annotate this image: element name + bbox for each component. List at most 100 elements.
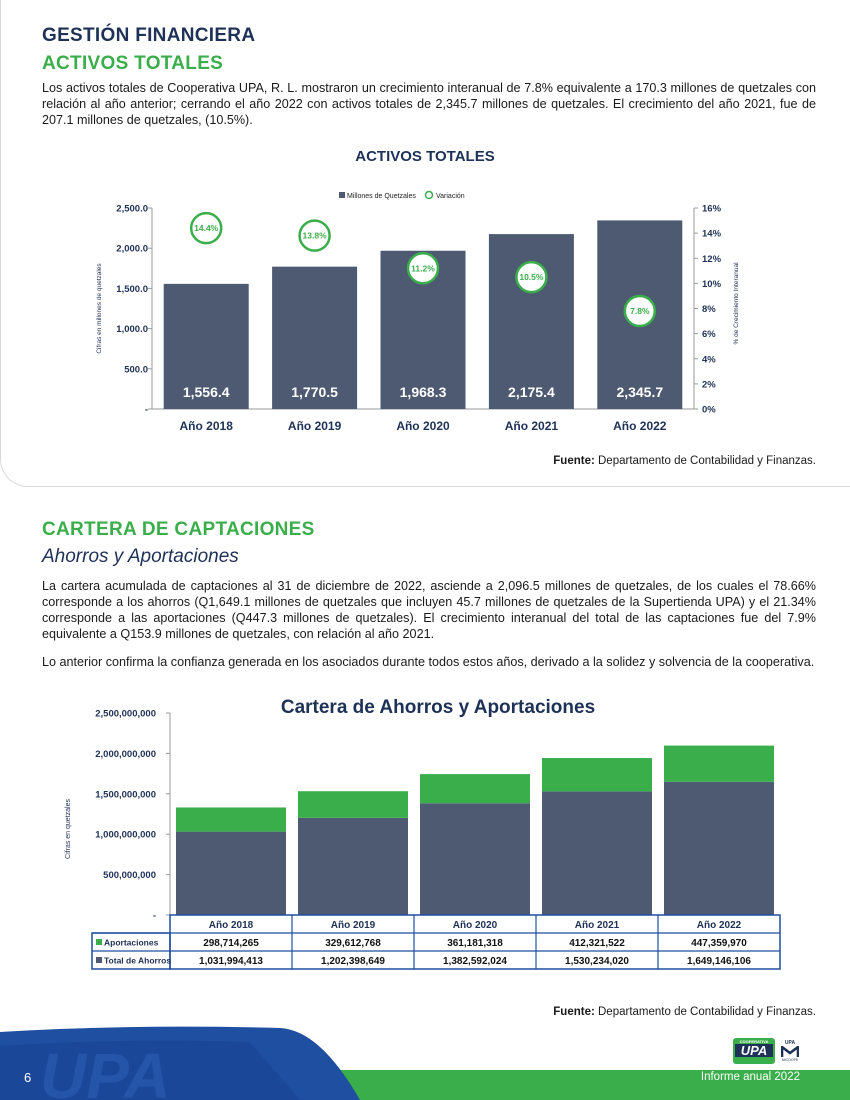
chart1-category-label: Año 2018	[180, 419, 234, 433]
chart1-y2tick-label: 10%	[702, 279, 722, 290]
chart1-ytick-label: -	[145, 405, 148, 416]
chart1-bar	[163, 283, 249, 409]
chart2-category-label: Año 2019	[331, 920, 376, 931]
chart1-category-label: Año 2019	[288, 419, 342, 433]
chart1-variation-marker	[515, 260, 548, 294]
upa-logo: COOPERATIVA UPA	[733, 1038, 775, 1064]
chart1-legend-label-variation: Variación	[436, 193, 465, 200]
chart2-row-label-aportaciones: Aportaciones	[104, 938, 159, 948]
logo-m-text: UPA	[784, 1040, 796, 1046]
chart1-ytick-label: 2,500.0	[116, 204, 148, 215]
chart1-variation-label: 14.4%	[194, 223, 219, 233]
chart1-legend-swatch-variation	[424, 190, 434, 200]
chart1-variation-marker	[298, 219, 331, 252]
chart2-cell-ahorros: 1,031,994,413	[199, 956, 263, 967]
chart2-cell-aportaciones: 361,181,318	[447, 938, 503, 949]
chart2-ytick-label: -	[153, 911, 156, 922]
m-icon	[781, 1046, 799, 1057]
chart2-cell-ahorros: 1,649,146,106	[687, 956, 751, 967]
chart2-bar-aportaciones	[664, 745, 774, 782]
footer-blue-shape: UPA	[0, 1026, 360, 1100]
activos-totales-chart: - 500.0 1,000.0 1,500.0 2,000.0 2,500.0 0% 2% 4%…	[96, 190, 740, 433]
section2-subtitle: Ahorros y Aportaciones	[42, 546, 239, 567]
logo-top-text: COOPERATIVA	[739, 1039, 769, 1044]
chart2-cell-aportaciones: 412,321,522	[569, 938, 625, 949]
chart2-category-label: Año 2022	[697, 920, 742, 931]
chart1-category-label: Año 2020	[396, 419, 450, 433]
logo-main-text: UPA	[735, 1044, 773, 1057]
chart2-bar-aportaciones	[298, 791, 408, 818]
chart2-category-label: Año 2021	[575, 920, 620, 931]
chart1-variation-marker	[189, 211, 223, 245]
chart1-bar-value-label: 1,770.5	[291, 384, 338, 400]
source-note-2: Fuente: Departamento de Contabilidad y F…	[553, 1006, 816, 1018]
chart1-y2tick-label: 14%	[702, 229, 722, 240]
chart1-y2tick-label: 2%	[702, 379, 716, 390]
chart1-bar-value-label: 2,345.7	[616, 384, 663, 400]
chart1-bar	[488, 234, 574, 409]
chart1-legend-swatch-bars	[339, 192, 345, 198]
micoope-logo: UPA MICOOPE	[779, 1040, 801, 1064]
chart2-cell-aportaciones: 447,359,970	[691, 938, 747, 949]
logo-m-sub: MICOOPE	[781, 1058, 799, 1062]
chart1-y2tick-label: 12%	[702, 254, 722, 265]
chart2-cell-ahorros: 1,382,592,024	[443, 956, 507, 967]
chart2-ytick-label: 2,500,000,000	[95, 709, 156, 720]
chart1-variation-marker	[623, 294, 657, 328]
chart1-variation-label: 7.8%	[630, 306, 650, 316]
chart2-title: Cartera de Ahorros y Aportaciones	[280, 697, 596, 718]
chart1-bar-value-label: 1,556.4	[183, 384, 230, 400]
chart1-ytick-label: 2,000.0	[116, 244, 148, 255]
chart2-ytick-label: 2,000,000,000	[95, 749, 156, 760]
chart1-y2tick-label: 0%	[702, 405, 716, 416]
chart2-cell-ahorros: 1,202,398,649	[321, 956, 385, 967]
chart2-legend-swatch-ahorros	[96, 957, 102, 963]
chart1-bar-value-label: 1,968.3	[400, 384, 447, 400]
chart2-bar-ahorros	[542, 791, 652, 915]
chart1-y2label: % de Crecimiento Interanual	[733, 262, 740, 345]
chart2-cell-aportaciones: 298,714,265	[203, 938, 259, 949]
subsection-title: ACTIVOS TOTALES	[42, 53, 224, 74]
chart1-ytick-label: 500.0	[124, 364, 148, 375]
chart1-ytick-label: 1,000.0	[116, 324, 148, 335]
intro-paragraph: Los activos totales de Cooperativa UPA, …	[42, 81, 816, 127]
report-name: Informe anual 2022	[700, 1071, 800, 1083]
section2-title: CARTERA DE CAPTACIONES	[42, 519, 315, 540]
cartera-chart: - 500,000,000 1,000,000,000 1,500,000,000 2,…	[65, 709, 781, 970]
chart1-bar-value-label: 2,175.4	[508, 384, 555, 400]
section-title: GESTIÓN FINANCIERA	[42, 25, 256, 46]
chart2-bar-ahorros	[298, 817, 408, 915]
chart2-bar-aportaciones	[542, 758, 652, 792]
chart2-legend-swatch-aportaciones	[96, 939, 102, 945]
chart2-bar-aportaciones	[176, 807, 286, 832]
chart1-bar	[272, 266, 358, 409]
footer: UPA	[0, 1026, 850, 1100]
chart1-variation-label: 10.5%	[519, 272, 544, 282]
chart1-variation-label: 13.8%	[303, 231, 328, 241]
chart1-y2tick-label: 16%	[702, 204, 722, 215]
chart2-cell-ahorros: 1,530,234,020	[565, 956, 629, 967]
footer-watermark: UPA	[40, 1040, 170, 1100]
source-note-1: Fuente: Departamento de Contabilidad y F…	[553, 455, 816, 467]
chart2-row-label-ahorros: Total de Ahorros	[104, 956, 171, 966]
chart2-ylabel: Cifras en quetzales	[65, 799, 72, 859]
chart2-cell-aportaciones: 329,612,768	[325, 938, 381, 949]
chart1-category-label: Año 2021	[505, 419, 559, 433]
chart2-category-label: Año 2018	[209, 920, 254, 931]
chart1-y2tick-label: 4%	[702, 354, 716, 365]
chart2-bar-ahorros	[420, 803, 530, 915]
page-number: 6	[24, 1070, 32, 1085]
chart1-y2tick-label: 6%	[702, 329, 716, 340]
section2-paragraph2: Lo anterior confirma la confianza genera…	[42, 655, 815, 669]
chart2-ytick-label: 1,000,000,000	[95, 830, 156, 841]
chart2-bar-ahorros	[664, 781, 774, 915]
chart1-ylabel: Cifras en millones de quetzales	[96, 263, 103, 354]
chart1-y2tick-label: 8%	[702, 304, 716, 315]
chart1-title: ACTIVOS TOTALES	[355, 148, 495, 165]
chart2-ytick-label: 1,500,000,000	[95, 789, 156, 800]
chart1-variation-marker	[406, 252, 440, 285]
chart2-bar-ahorros	[176, 831, 286, 915]
chart1-variation-label: 11.2%	[411, 263, 435, 273]
chart1-ytick-label: 1,500.0	[116, 284, 148, 295]
section2-paragraph1: La cartera acumulada de captaciones al 3…	[42, 579, 816, 641]
